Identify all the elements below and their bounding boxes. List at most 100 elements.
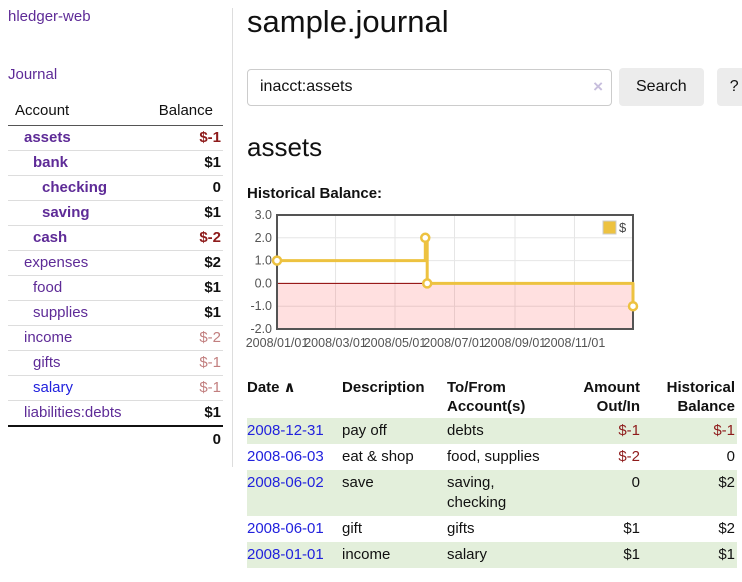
- register-amount: 0: [631, 474, 640, 491]
- sidebar-account-link[interactable]: food: [33, 279, 63, 296]
- register-amount: $1: [623, 520, 640, 537]
- account-balance: $-1: [199, 129, 221, 146]
- y-axis-tick-label: 3.0: [255, 208, 272, 222]
- account-balance: $2: [204, 254, 221, 271]
- register-header-date[interactable]: Date ∧: [247, 379, 296, 396]
- register-accounts: food, supplies: [447, 448, 540, 465]
- account-balance: $1: [204, 204, 221, 221]
- sidebar-account-link[interactable]: salary: [33, 379, 74, 396]
- register-amount: $1: [623, 546, 640, 563]
- register-header-historical-balance: Historical Balance: [666, 379, 735, 415]
- account-row: assets $-1: [8, 126, 223, 151]
- x-axis-tick-label: 2008/03/01: [304, 336, 367, 350]
- register-row: 2008-06-03 eat & shop food, supplies $-2 0: [247, 444, 737, 470]
- search-button[interactable]: Search: [619, 68, 704, 106]
- register-description: income: [342, 546, 391, 563]
- register-accounts: gifts: [447, 520, 475, 537]
- accounts-total-row: 0: [8, 425, 223, 453]
- main-content: sample.journal × Search ? assets Histori…: [233, 0, 742, 568]
- register-date-link[interactable]: 2008-06-01: [247, 520, 324, 537]
- search-input[interactable]: [247, 68, 612, 106]
- help-button[interactable]: ?: [716, 68, 742, 106]
- register-accounts: debts: [447, 422, 484, 439]
- register-row: 2008-06-02 save saving, checking 0 $2: [247, 470, 737, 516]
- register-balance: $2: [718, 520, 735, 537]
- brand: hledger-web: [8, 8, 223, 25]
- register-balance: $1: [718, 546, 735, 563]
- register-description: eat & shop: [342, 448, 414, 465]
- sidebar-account-link[interactable]: checking: [42, 179, 108, 196]
- register-balance: $2: [718, 474, 735, 491]
- account-row: gifts $-1: [8, 350, 223, 376]
- account-row: cash $-2: [8, 225, 223, 251]
- account-balance: $1: [204, 154, 221, 171]
- y-axis-tick-label: 0.0: [255, 276, 272, 290]
- account-heading: assets: [247, 132, 323, 162]
- account-row: salary $-1: [8, 375, 223, 401]
- sidebar-item-journal[interactable]: Journal: [8, 66, 58, 83]
- sidebar-account-link[interactable]: bank: [33, 154, 69, 171]
- x-axis-tick-label: 2008/01/01: [246, 336, 309, 350]
- chart-label: Historical Balance:: [247, 185, 383, 202]
- y-axis-tick-label: -2.0: [250, 322, 272, 336]
- search-field-wrap: ×: [247, 68, 612, 106]
- chart-svg: $3.0 2.0 1.0 0.0 -1.0 -2.02008/01/012008/03/0…: [246, 208, 639, 350]
- y-axis-tick-label: 1.0: [255, 254, 272, 268]
- y-axis-tick-label: -1.0: [250, 299, 272, 313]
- brand-link[interactable]: hledger-web: [8, 8, 91, 25]
- account-balance: $-1: [199, 379, 221, 396]
- register-row: 2008-01-01 income salary $1 $1: [247, 542, 737, 568]
- sidebar-nav: Journal: [8, 66, 223, 83]
- page-title: sample.journal: [247, 4, 449, 39]
- account-balance: $1: [204, 304, 221, 321]
- page: hledger-web Journal Account Balance asse…: [0, 0, 742, 568]
- account-balance: $-1: [199, 354, 221, 371]
- x-axis-tick-label: 2008/11/01: [544, 336, 606, 350]
- register-date-link[interactable]: 2008-01-01: [247, 546, 324, 563]
- register-date-link[interactable]: 2008-12-31: [247, 422, 324, 439]
- x-axis-tick-label: 2008/05/01: [364, 336, 427, 350]
- register-header-to-from-account-s-: To/From Account(s): [447, 379, 526, 415]
- sidebar-account-link[interactable]: liabilities:debts: [24, 404, 122, 421]
- register-description: save: [342, 474, 374, 491]
- register-description: pay off: [342, 422, 387, 439]
- sidebar-account-link[interactable]: gifts: [33, 354, 61, 371]
- accounts-header-account: Account: [8, 97, 141, 126]
- search-form: × Search ?: [247, 68, 742, 106]
- register-row: 2008-06-01 gift gifts $1 $2: [247, 516, 737, 542]
- register-amount: $-1: [618, 422, 640, 439]
- account-row: supplies $1: [8, 300, 223, 326]
- register-date-link[interactable]: 2008-06-03: [247, 448, 324, 465]
- legend-swatch: [602, 220, 617, 235]
- account-row: income $-2: [8, 325, 223, 351]
- sidebar-account-link[interactable]: income: [24, 329, 73, 346]
- historical-balance-chart[interactable]: $3.0 2.0 1.0 0.0 -1.0 -2.0 2008/01/01 2008/03/0…: [246, 208, 742, 362]
- sidebar-account-link[interactable]: saving: [42, 204, 90, 221]
- sidebar-account-link[interactable]: expenses: [24, 254, 89, 271]
- register-balance: $-1: [713, 422, 735, 439]
- y-axis-tick-label: 2.0: [255, 231, 272, 245]
- account-row: checking 0: [8, 175, 223, 201]
- account-balance: $1: [204, 404, 221, 421]
- register-table: Date ∧ Description To/From Account(s) Amount…: [247, 376, 737, 568]
- register-row: 2008-12-31 pay off debts $-1 $-1: [247, 418, 737, 444]
- sidebar-account-link[interactable]: cash: [33, 229, 68, 246]
- sidebar-account-link[interactable]: assets: [24, 129, 71, 146]
- register-date-link[interactable]: 2008-06-02: [247, 474, 324, 491]
- account-row: expenses $2: [8, 250, 223, 276]
- sort-ascending-icon: ∧: [283, 379, 296, 396]
- register-header-amount-out-in: Amount Out/In: [583, 379, 640, 415]
- register-balance: 0: [726, 448, 735, 465]
- clear-search-icon[interactable]: ×: [593, 76, 603, 96]
- accounts-total-value: 0: [8, 425, 223, 453]
- accounts-table: Account Balance assets $-1 bank $1 checking 0…: [8, 97, 223, 453]
- sidebar-inner: hledger-web Journal Account Balance asse…: [8, 8, 233, 467]
- sidebar: hledger-web Journal Account Balance asse…: [0, 0, 233, 467]
- register-amount: $-2: [618, 448, 640, 465]
- sidebar-account-link[interactable]: supplies: [33, 304, 89, 321]
- register-description: gift: [342, 520, 363, 537]
- legend-label: $: [619, 220, 627, 235]
- account-balance: 0: [212, 179, 221, 196]
- register-header-description: Description: [342, 379, 425, 396]
- register-accounts: saving, checking: [447, 474, 507, 511]
